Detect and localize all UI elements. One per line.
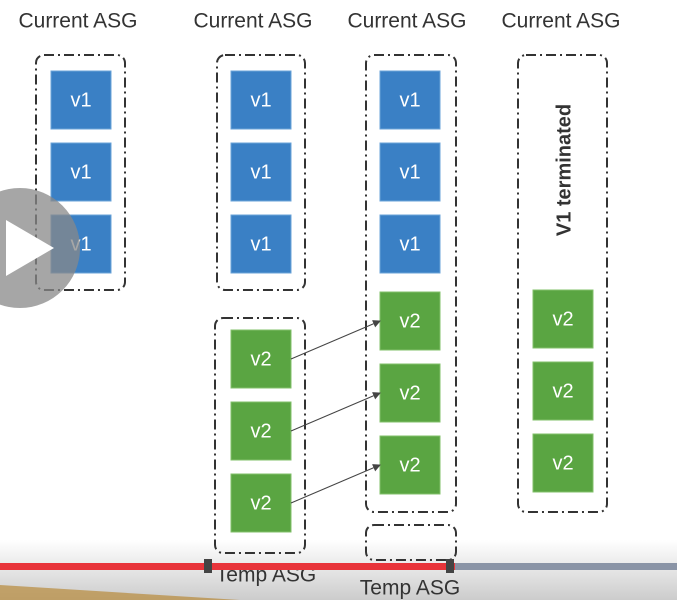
arrow — [290, 320, 381, 360]
arrow — [290, 392, 381, 432]
instance-box — [230, 401, 292, 461]
instance-label: v2 — [250, 420, 271, 442]
arrow — [290, 464, 381, 504]
instance-box — [230, 142, 292, 202]
instance-box — [379, 214, 441, 274]
instance-label: v2 — [552, 380, 573, 402]
marker — [446, 559, 454, 573]
column-header: Current ASG — [347, 10, 466, 33]
asg-group — [365, 54, 457, 513]
instance-label: v1 — [399, 89, 420, 111]
temp-asg-group — [214, 317, 306, 554]
instance-label: v2 — [399, 454, 420, 476]
play-icon[interactable] — [6, 220, 54, 276]
video-shade — [0, 585, 240, 600]
instance-label: v2 — [399, 382, 420, 404]
instance-box — [379, 142, 441, 202]
instance-box — [50, 142, 112, 202]
asg-group — [35, 54, 126, 291]
asg-group — [216, 54, 306, 291]
column-header: Current ASG — [501, 10, 620, 33]
instance-box — [532, 289, 594, 349]
instance-box — [379, 435, 441, 495]
instance-box — [379, 363, 441, 423]
instance-label: v2 — [250, 348, 271, 370]
column-header: Current ASG — [18, 10, 137, 33]
content: Current ASG v1 v1 v1 Current ASG v1 v1 v1 v2 v2 v2… — [18, 10, 620, 600]
instance-box — [50, 70, 112, 130]
asg-group — [517, 54, 608, 513]
note: V1 terminated — [553, 104, 575, 236]
column-header: Current ASG — [193, 10, 312, 33]
instance-label: v2 — [552, 452, 573, 474]
instance-box — [532, 361, 594, 421]
progress-bar[interactable] — [0, 563, 455, 570]
temp-asg-group — [365, 524, 457, 561]
instance-label: v1 — [70, 89, 91, 111]
temp-asg-label: Temp ASG — [360, 577, 460, 600]
instance-box — [230, 70, 292, 130]
progress-remaining[interactable] — [455, 563, 677, 570]
instance-label: v2 — [399, 310, 420, 332]
instance-box — [230, 329, 292, 389]
instance-label: v2 — [552, 308, 573, 330]
instance-box — [230, 214, 292, 274]
marker — [204, 559, 212, 573]
instance-box — [532, 433, 594, 493]
instance-box — [379, 291, 441, 351]
instance-label: v1 — [250, 233, 271, 255]
instance-label: v1 — [250, 161, 271, 183]
instance-label: v1 — [70, 161, 91, 183]
instance-label: v1 — [250, 89, 271, 111]
instance-box — [379, 70, 441, 130]
instance-label: v1 — [399, 233, 420, 255]
instance-label: v1 — [399, 161, 420, 183]
instance-label: v2 — [250, 492, 271, 514]
